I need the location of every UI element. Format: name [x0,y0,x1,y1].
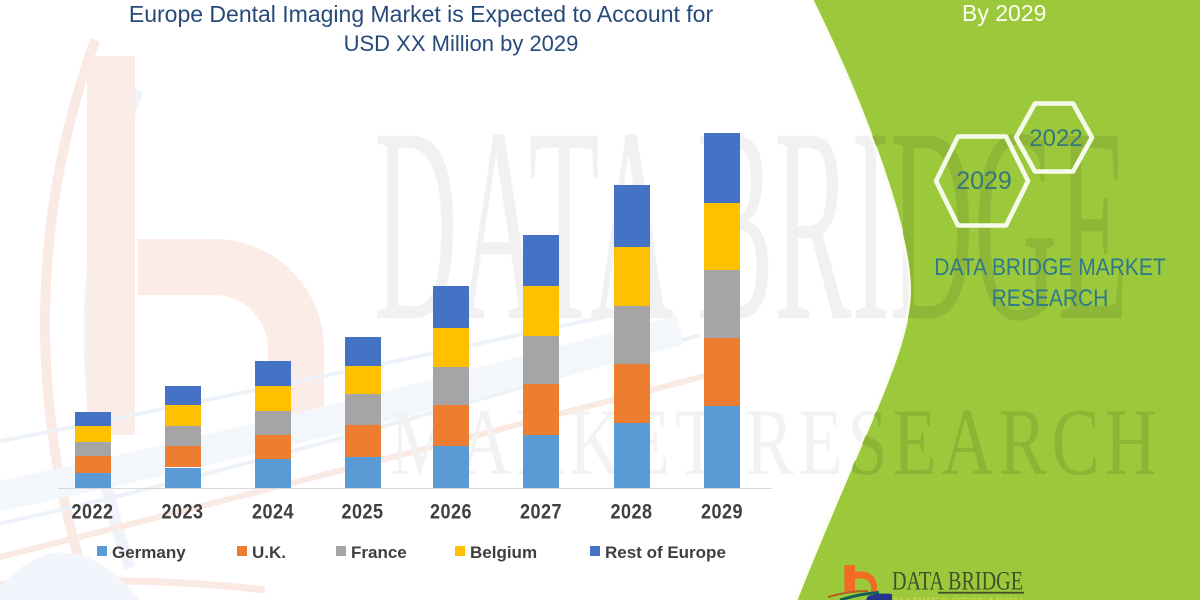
svg-text:2029: 2029 [956,167,1012,195]
svg-text:DATA BRIDGE: DATA BRIDGE [892,567,1023,596]
svg-text:MARKET RESEARCH: MARKET RESEARCH [893,596,1023,600]
svg-text:2022: 2022 [1029,125,1082,152]
svg-text:MARKET RESEARCH: MARKET RESEARCH [390,391,1162,496]
